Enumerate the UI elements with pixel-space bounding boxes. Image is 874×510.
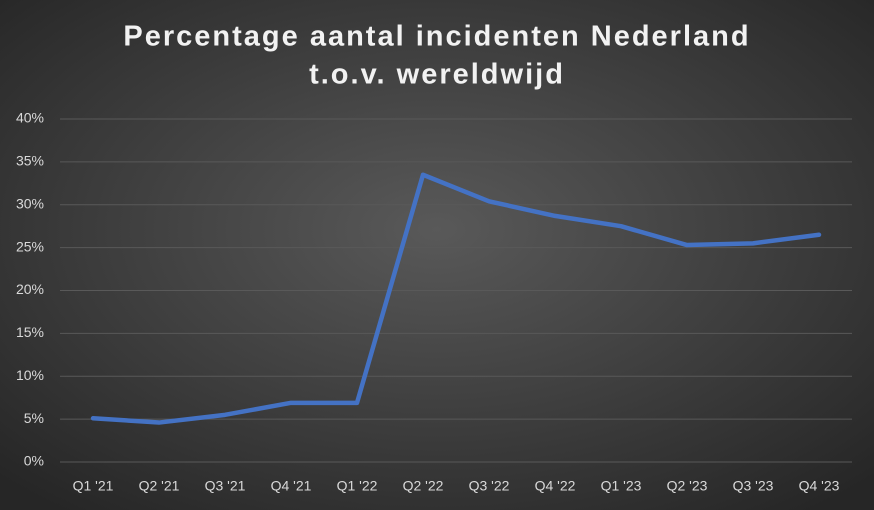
x-tick-label: Q4 '21: [271, 478, 312, 494]
x-tick-label: Q2 '22: [403, 478, 444, 494]
x-tick-label: Q4 '22: [535, 478, 576, 494]
y-tick-label: 20%: [16, 281, 44, 297]
x-tick-label: Q2 '23: [667, 478, 708, 494]
x-tick-label: Q1 '23: [601, 478, 642, 494]
chart-title: t.o.v. wereldwijd: [309, 59, 565, 91]
y-tick-label: 25%: [16, 238, 44, 254]
chart-title: Percentage aantal incidenten Nederland: [123, 21, 750, 53]
y-tick-label: 35%: [16, 153, 44, 169]
x-tick-label: Q3 '21: [205, 478, 246, 494]
y-tick-label: 10%: [16, 367, 44, 383]
x-tick-label: Q4 '23: [799, 478, 840, 494]
y-tick-label: 30%: [16, 195, 44, 211]
y-tick-label: 40%: [16, 110, 44, 126]
x-tick-label: Q1 '21: [73, 478, 114, 494]
y-tick-label: 15%: [16, 324, 44, 340]
x-tick-label: Q1 '22: [337, 478, 378, 494]
data-line: [90, 172, 822, 425]
y-tick-label: 0%: [24, 453, 44, 469]
x-tick-label: Q2 '21: [139, 478, 180, 494]
x-tick-label: Q3 '22: [469, 478, 510, 494]
x-tick-label: Q3 '23: [733, 478, 774, 494]
y-tick-label: 5%: [24, 410, 44, 426]
